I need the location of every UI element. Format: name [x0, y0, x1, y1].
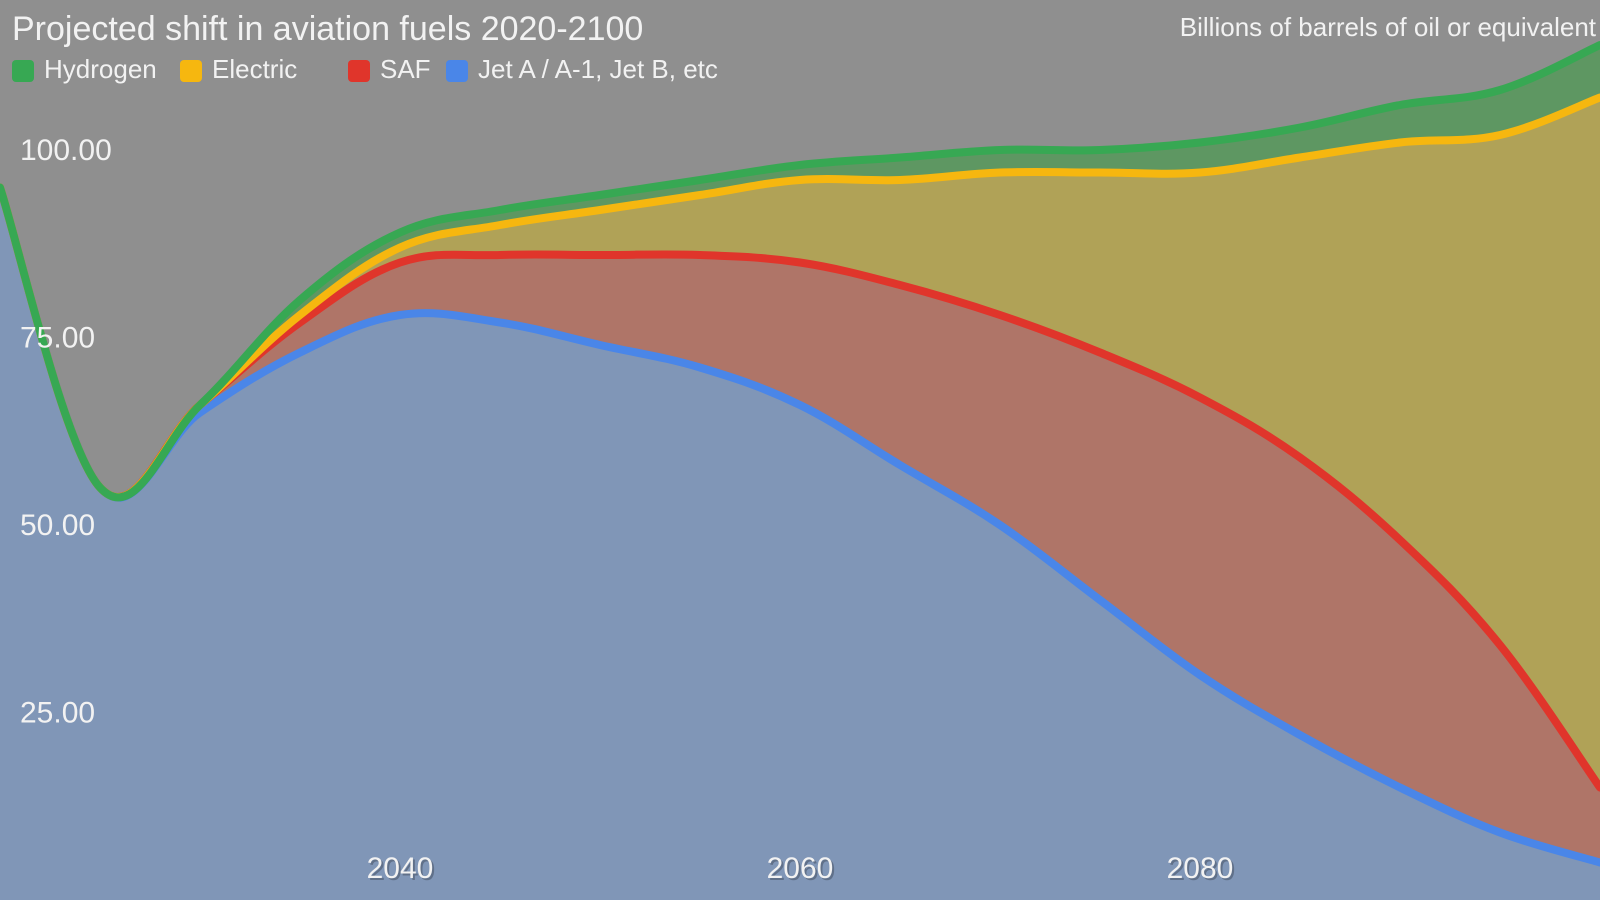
x-tick-label: 2040	[367, 852, 434, 885]
legend-label: Electric	[212, 54, 297, 84]
legend-label: Jet A / A-1, Jet B, etc	[478, 54, 718, 84]
y-tick-label: 25.00	[20, 697, 95, 730]
aviation-fuels-chart: 25.0050.0075.00100.002040204020602060208…	[0, 0, 1600, 900]
chart-subtitle: Billions of barrels of oil or equivalent	[1180, 12, 1597, 42]
chart-svg: 25.0050.0075.00100.002040204020602060208…	[0, 0, 1600, 900]
legend-label: Hydrogen	[44, 54, 157, 84]
y-tick-label: 100.00	[20, 134, 112, 167]
legend-swatch	[12, 60, 34, 82]
legend-swatch	[348, 60, 370, 82]
chart-title: Projected shift in aviation fuels 2020-2…	[12, 10, 643, 48]
legend-swatch	[446, 60, 468, 82]
legend-swatch	[180, 60, 202, 82]
y-tick-label: 50.00	[20, 509, 95, 542]
legend-label: SAF	[380, 54, 431, 84]
x-tick-label: 2080	[1167, 852, 1234, 885]
y-tick-label: 75.00	[20, 322, 95, 355]
x-tick-label: 2060	[767, 852, 834, 885]
